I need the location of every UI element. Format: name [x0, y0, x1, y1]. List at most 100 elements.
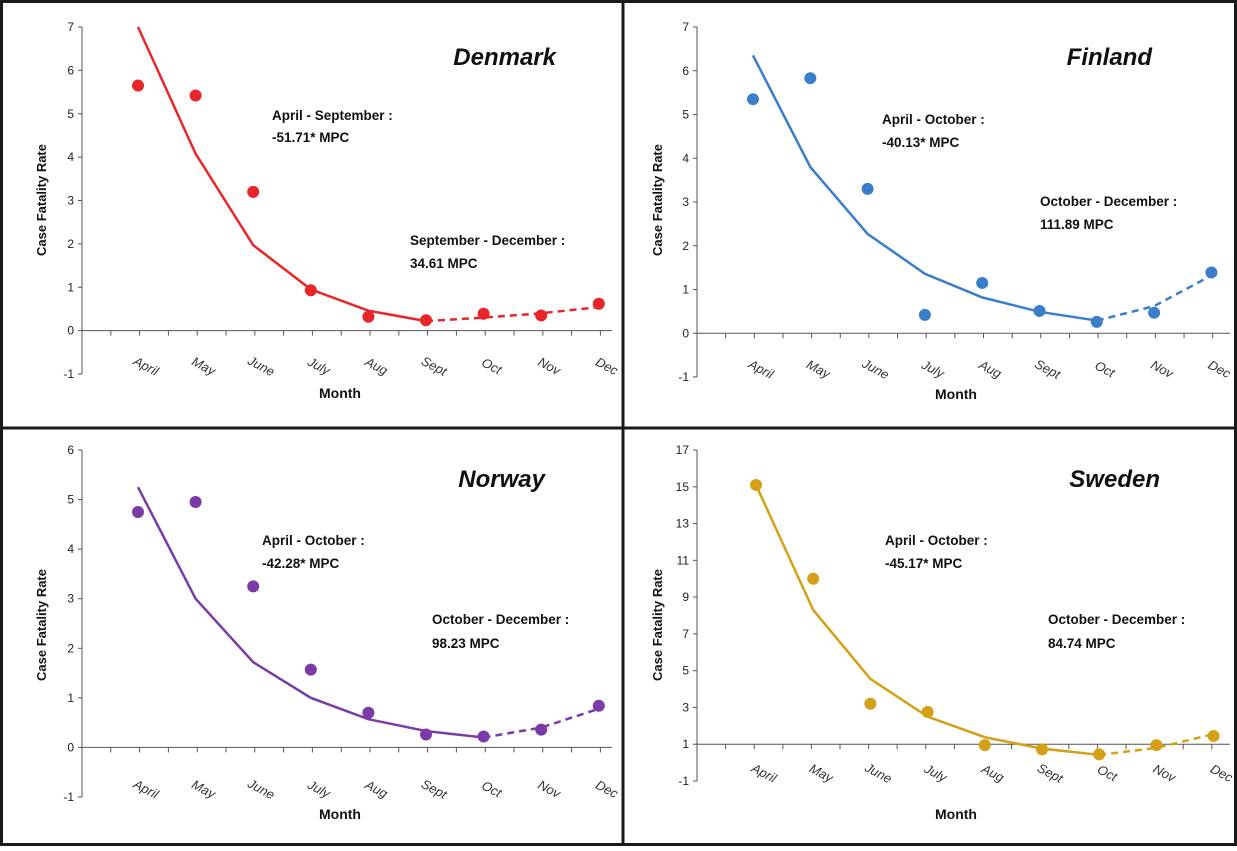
data-point-may: [189, 89, 202, 102]
data-point-nov: [535, 723, 548, 736]
y-tick-label: 6: [682, 64, 689, 78]
y-tick-label: 4: [67, 150, 74, 164]
x-tick-label: June: [244, 352, 277, 379]
y-tick-label: 3: [67, 592, 74, 606]
data-point-july: [921, 706, 934, 719]
segment-annotation-range: October - December :: [1040, 194, 1177, 209]
data-point-june: [861, 182, 874, 195]
chart-panel-norway: -1 0 1 2 3 4 5 6 April May June July Aug Sept Oct Nov De…: [34, 443, 621, 822]
segment-annotation-range: April - September :: [272, 108, 393, 123]
x-tick-label: Oct: [479, 355, 505, 378]
chart-title: Denmark: [453, 44, 557, 71]
data-point-july: [918, 308, 931, 321]
data-point-oct: [1093, 748, 1106, 761]
y-tick-label: 2: [682, 239, 689, 253]
y-tick-label: -1: [678, 774, 689, 788]
x-tick-label: July: [921, 761, 951, 786]
x-tick-label: Sept: [419, 353, 451, 379]
data-point-sept: [1033, 304, 1046, 317]
y-tick-label: 6: [67, 63, 74, 77]
y-tick-label: 1: [682, 283, 689, 297]
data-point-april: [750, 478, 762, 491]
data-point-aug: [362, 706, 375, 719]
data-point-nov: [535, 309, 548, 322]
data-point-dec: [592, 297, 605, 310]
y-tick-label: 5: [67, 107, 74, 121]
data-point-july: [304, 663, 317, 676]
x-tick-label: July: [918, 357, 948, 382]
x-tick-label: Nov: [1151, 761, 1180, 786]
segment-annotation-range: September - December :: [410, 233, 565, 248]
x-tick-label: Dec: [1206, 357, 1234, 381]
data-point-aug: [362, 310, 375, 323]
data-point-june: [247, 580, 260, 593]
data-point-sept: [420, 314, 432, 327]
data-point-april: [132, 79, 144, 92]
segment-annotation-mpc: 111.89 MPC: [1040, 217, 1114, 232]
segment-annotation-mpc: 34.61 MPC: [410, 256, 478, 271]
y-tick-label: 1: [67, 280, 74, 294]
y-tick-label: 1: [682, 737, 689, 751]
x-tick-label: Aug: [362, 777, 391, 802]
x-tick-label: Sept: [1032, 356, 1064, 382]
chart-panel-denmark: -1 0 1 2 3 4 5 6 7 April May June July Aug Sept Oct Nov D…: [34, 20, 621, 401]
x-tick-label: Aug: [976, 357, 1005, 382]
y-tick-label: 0: [682, 326, 689, 340]
x-tick-label: Aug: [362, 354, 391, 379]
chart-title: Norway: [458, 466, 546, 493]
y-tick-label: 6: [67, 443, 74, 457]
segment-annotation-range: October - December :: [432, 612, 569, 627]
segment-annotation-range: April - October :: [882, 112, 985, 127]
y-tick-label: 2: [67, 237, 74, 251]
y-tick-label: 3: [67, 194, 74, 208]
y-tick-label: 13: [676, 517, 690, 531]
data-point-april: [747, 93, 759, 106]
y-tick-label: 5: [67, 493, 74, 507]
data-point-may: [804, 72, 817, 85]
y-tick-label: 9: [682, 590, 689, 604]
y-axis-label: Case Fatality Rate: [34, 144, 49, 256]
x-tick-label: April: [745, 356, 777, 382]
x-tick-label: Dec: [593, 354, 621, 378]
x-tick-label: May: [804, 357, 834, 382]
y-tick-label: 4: [67, 542, 74, 556]
y-tick-label: 2: [67, 641, 74, 655]
x-tick-label: July: [304, 777, 334, 802]
x-tick-label: Aug: [978, 761, 1007, 786]
y-tick-label: 3: [682, 700, 689, 714]
segment-annotation-range: April - October :: [885, 533, 988, 548]
x-axis-label: Month: [935, 386, 977, 402]
fitted-trend-line-dashed: [1099, 732, 1214, 757]
x-tick-label: April: [130, 353, 162, 379]
x-tick-label: Oct: [479, 778, 505, 801]
x-tick-label: May: [189, 354, 219, 379]
fitted-trend-line: [136, 26, 427, 323]
segment-annotation-mpc: -42.28* MPC: [262, 556, 340, 571]
x-tick-label: Nov: [536, 777, 565, 802]
y-tick-label: 0: [67, 740, 74, 754]
y-tick-label: 0: [67, 324, 74, 338]
y-tick-label: 5: [682, 664, 689, 678]
y-tick-label: 4: [682, 151, 689, 165]
segment-annotation-mpc: 98.23 MPC: [432, 636, 500, 651]
x-tick-label: Dec: [593, 777, 621, 801]
fitted-trend-line-dashed: [483, 707, 600, 739]
y-tick-label: -1: [63, 790, 74, 804]
x-tick-label: Nov: [536, 354, 565, 379]
data-point-oct: [477, 730, 490, 743]
x-tick-label: Sept: [419, 776, 451, 802]
y-tick-label: 5: [682, 108, 689, 122]
data-point-oct: [477, 307, 490, 320]
segment-annotation-range: October - December :: [1048, 612, 1185, 627]
y-axis-label: Case Fatality Rate: [650, 569, 665, 681]
y-tick-label: 15: [676, 480, 690, 494]
data-point-dec: [1207, 729, 1220, 742]
y-tick-label: 17: [676, 443, 690, 457]
x-tick-label: Sept: [1035, 760, 1067, 786]
segment-annotation-range: April - October :: [262, 533, 365, 548]
x-tick-label: Dec: [1208, 761, 1236, 785]
x-axis-label: Month: [319, 806, 361, 822]
data-point-may: [189, 496, 202, 509]
x-axis-label: Month: [319, 385, 361, 401]
